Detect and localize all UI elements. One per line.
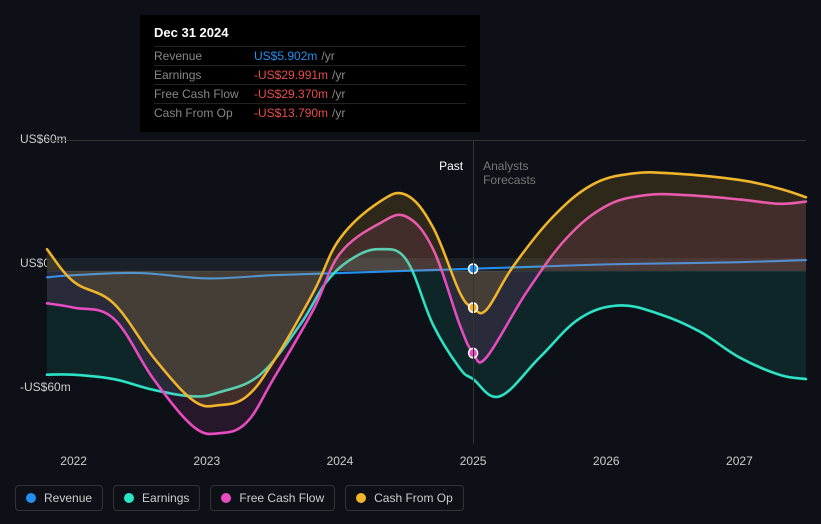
tooltip-row: Cash From Op-US$13.790m/yr (154, 103, 466, 122)
chart-legend: Revenue Earnings Free Cash Flow Cash From O… (15, 485, 464, 511)
tooltip-row-unit: /yr (332, 68, 345, 82)
chart-container: Dec 31 2024 RevenueUS$5.902m/yrEarnings-… (0, 0, 821, 524)
legend-item[interactable]: Free Cash Flow (210, 485, 335, 511)
chart-area: US$60mUS$0-US$60m PastAnalysts Forecasts… (15, 120, 806, 474)
tooltip-rows: RevenueUS$5.902m/yrEarnings-US$29.991m/y… (154, 46, 466, 122)
past-label: Past (439, 159, 463, 173)
legend-label: Earnings (142, 491, 189, 505)
x-axis-tick-label: 2027 (726, 454, 753, 468)
x-axis-tick-label: 2026 (593, 454, 620, 468)
legend-label: Free Cash Flow (239, 491, 324, 505)
x-axis-tick-label: 2025 (460, 454, 487, 468)
chart-tooltip: Dec 31 2024 RevenueUS$5.902m/yrEarnings-… (140, 15, 480, 132)
chart-svg (47, 141, 806, 444)
tooltip-row-label: Cash From Op (154, 106, 254, 120)
tooltip-date: Dec 31 2024 (154, 25, 466, 40)
tooltip-row: RevenueUS$5.902m/yr (154, 46, 466, 65)
x-axis-tick-label: 2024 (327, 454, 354, 468)
plot-area[interactable]: Past Analysts Forecasts (47, 140, 806, 444)
tooltip-row-label: Free Cash Flow (154, 87, 254, 101)
legend-swatch-icon (26, 493, 36, 503)
x-axis-tick-label: 2022 (60, 454, 87, 468)
tooltip-row-unit: /yr (332, 87, 345, 101)
tooltip-row-value: -US$13.790m (254, 106, 328, 120)
tooltip-row: Earnings-US$29.991m/yr (154, 65, 466, 84)
tooltip-row-unit: /yr (321, 49, 334, 63)
tooltip-row-unit: /yr (332, 106, 345, 120)
x-axis: 2022 2023 2024 2025 2026 2027 (47, 449, 806, 474)
legend-swatch-icon (356, 493, 366, 503)
tooltip-row-value: -US$29.370m (254, 87, 328, 101)
legend-item[interactable]: Revenue (15, 485, 103, 511)
legend-item[interactable]: Cash From Op (345, 485, 464, 511)
legend-item[interactable]: Earnings (113, 485, 200, 511)
legend-label: Revenue (44, 491, 92, 505)
legend-swatch-icon (221, 493, 231, 503)
tooltip-row-label: Earnings (154, 68, 254, 82)
x-axis-tick-label: 2023 (193, 454, 220, 468)
tooltip-row-label: Revenue (154, 49, 254, 63)
legend-label: Cash From Op (374, 491, 453, 505)
tooltip-row: Free Cash Flow-US$29.370m/yr (154, 84, 466, 103)
past-forecast-divider (473, 141, 474, 444)
tooltip-row-value: US$5.902m (254, 49, 317, 63)
y-axis-tick-label: US$0 (20, 256, 50, 270)
tooltip-row-value: -US$29.991m (254, 68, 328, 82)
legend-swatch-icon (124, 493, 134, 503)
forecast-label: Analysts Forecasts (483, 159, 536, 187)
